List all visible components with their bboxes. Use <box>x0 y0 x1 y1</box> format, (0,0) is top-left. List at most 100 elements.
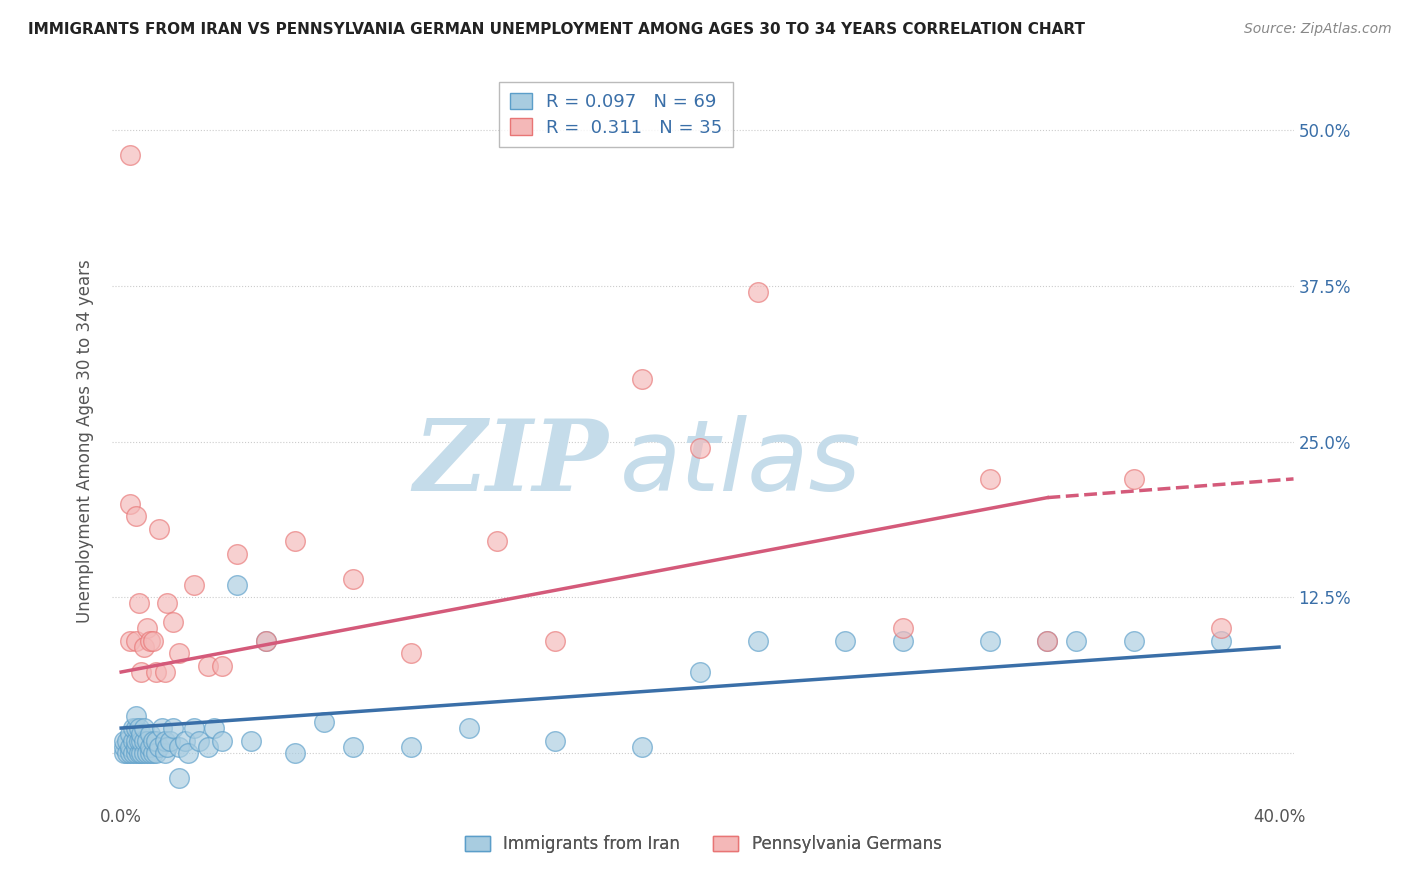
Y-axis label: Unemployment Among Ages 30 to 34 years: Unemployment Among Ages 30 to 34 years <box>76 260 94 624</box>
Point <box>167 771 190 785</box>
Text: atlas: atlas <box>620 415 862 512</box>
Point <box>131 733 153 747</box>
Point <box>1036 633 1059 648</box>
Point <box>197 739 219 754</box>
Point <box>979 633 1001 648</box>
Point <box>142 733 165 747</box>
Point <box>689 441 711 455</box>
Point <box>486 534 509 549</box>
Point <box>115 746 138 760</box>
Point <box>211 658 233 673</box>
Point <box>134 721 156 735</box>
Point <box>148 739 170 754</box>
Point <box>124 739 146 754</box>
Point <box>118 727 141 741</box>
Point <box>631 372 654 386</box>
Point <box>150 721 173 735</box>
Point <box>124 708 146 723</box>
Point <box>124 509 146 524</box>
Point <box>226 578 249 592</box>
Point <box>156 739 179 754</box>
Point <box>134 733 156 747</box>
Point <box>159 733 181 747</box>
Point <box>747 633 769 648</box>
Point <box>124 733 146 747</box>
Point <box>254 633 277 648</box>
Point <box>128 597 150 611</box>
Point <box>148 522 170 536</box>
Point <box>124 633 146 648</box>
Point <box>131 746 153 760</box>
Point <box>399 739 422 754</box>
Point <box>211 733 233 747</box>
Point <box>1066 633 1088 648</box>
Point <box>226 547 249 561</box>
Point <box>183 578 205 592</box>
Point <box>145 746 167 760</box>
Point <box>1211 633 1233 648</box>
Point <box>136 746 159 760</box>
Point <box>118 746 141 760</box>
Text: Source: ZipAtlas.com: Source: ZipAtlas.com <box>1244 22 1392 37</box>
Point <box>162 721 184 735</box>
Point <box>254 633 277 648</box>
Point <box>124 746 146 760</box>
Point <box>112 739 135 754</box>
Point <box>121 721 143 735</box>
Point <box>183 721 205 735</box>
Point <box>891 621 914 635</box>
Point <box>145 733 167 747</box>
Point <box>121 733 143 747</box>
Point <box>284 746 307 760</box>
Point <box>131 727 153 741</box>
Point <box>134 640 156 654</box>
Point <box>544 633 567 648</box>
Point <box>284 534 307 549</box>
Point <box>891 633 914 648</box>
Point <box>202 721 225 735</box>
Text: IMMIGRANTS FROM IRAN VS PENNSYLVANIA GERMAN UNEMPLOYMENT AMONG AGES 30 TO 34 YEA: IMMIGRANTS FROM IRAN VS PENNSYLVANIA GER… <box>28 22 1085 37</box>
Point <box>747 285 769 299</box>
Point <box>177 746 200 760</box>
Point <box>118 739 141 754</box>
Point <box>118 148 141 162</box>
Point <box>979 472 1001 486</box>
Point <box>124 721 146 735</box>
Point <box>197 658 219 673</box>
Point <box>162 615 184 630</box>
Point <box>689 665 711 679</box>
Point <box>1123 633 1146 648</box>
Point <box>399 646 422 660</box>
Point <box>145 665 167 679</box>
Point <box>112 733 135 747</box>
Point <box>457 721 479 735</box>
Point <box>115 733 138 747</box>
Point <box>153 665 176 679</box>
Point <box>121 746 143 760</box>
Point <box>118 497 141 511</box>
Point <box>139 727 162 741</box>
Point <box>153 746 176 760</box>
Point <box>544 733 567 747</box>
Point <box>142 746 165 760</box>
Point <box>139 746 162 760</box>
Text: ZIP: ZIP <box>413 415 609 511</box>
Point <box>128 733 150 747</box>
Point <box>173 733 195 747</box>
Point <box>118 633 141 648</box>
Point <box>153 733 176 747</box>
Point <box>1036 633 1059 648</box>
Point <box>136 733 159 747</box>
Point <box>1123 472 1146 486</box>
Point <box>342 739 364 754</box>
Point <box>139 739 162 754</box>
Point <box>139 633 162 648</box>
Point <box>240 733 263 747</box>
Point <box>167 646 190 660</box>
Point <box>342 572 364 586</box>
Point <box>312 714 335 729</box>
Point <box>134 746 156 760</box>
Point <box>834 633 856 648</box>
Point <box>128 721 150 735</box>
Point <box>136 621 159 635</box>
